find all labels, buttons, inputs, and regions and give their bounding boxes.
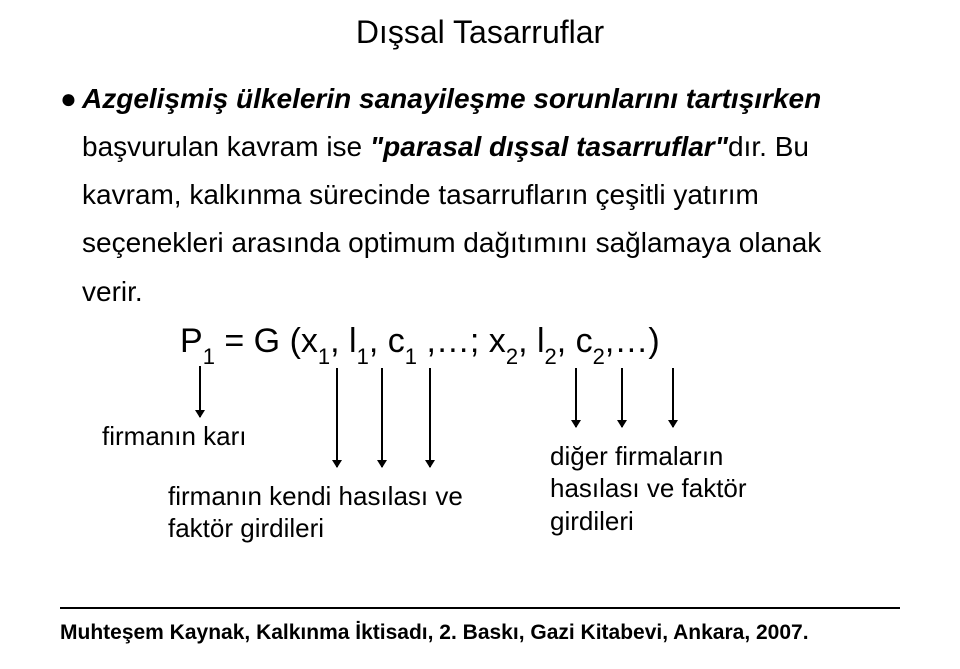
label-other-1: diğer firmaların	[550, 441, 723, 471]
label-firm-own: firmanın kendi hasılası ve faktör girdil…	[168, 480, 463, 545]
label-other: diğer firmaların hasılası ve faktör gird…	[550, 440, 747, 538]
para-rest-3: kavram, kalkınma sürecinde tasarrufların…	[82, 179, 759, 210]
para-quote: "parasal dışsal tasarruflar"	[362, 131, 728, 162]
label-firm-own-2: faktör girdileri	[168, 513, 324, 543]
label-firm-own-1: firmanın kendi hasılası ve	[168, 481, 463, 511]
para-after-quote: dır.	[728, 131, 775, 162]
footer-divider	[60, 607, 900, 609]
label-other-3: girdileri	[550, 506, 634, 536]
label-firm-profit: firmanın karı	[102, 420, 247, 453]
bullet-dot: ●	[60, 75, 82, 123]
para-rest-1a: başvurulan kavram ise	[82, 131, 362, 162]
body-paragraph: ● Azgelişmiş ülkelerin sanayileşme sorun…	[60, 75, 900, 316]
para-rest-5: verir.	[82, 276, 143, 307]
para-rest-4: seçenekleri arasında optimum dağıtımını …	[82, 227, 821, 258]
para-lead: Azgelişmiş ülkelerin sanayileşme sorunla…	[82, 83, 821, 114]
label-other-2: hasılası ve faktör	[550, 473, 747, 503]
footer-citation: Muhteşem Kaynak, Kalkınma İktisadı, 2. B…	[60, 621, 900, 645]
page-title: Dışsal Tasarruflar	[60, 14, 900, 51]
formula-block: P1 = G (x1, l1, c1 ,…; x2, l2, c2,…) fir…	[60, 316, 900, 576]
para-rest-2: Bu	[775, 131, 809, 162]
